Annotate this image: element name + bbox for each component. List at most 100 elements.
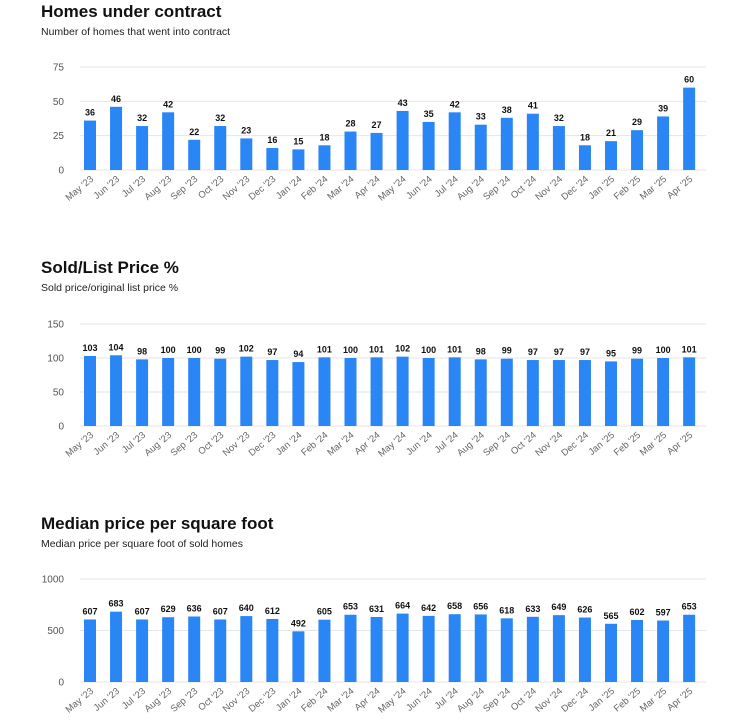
bar[interactable]	[84, 120, 96, 170]
bar[interactable]	[578, 617, 591, 682]
bar[interactable]	[500, 117, 513, 170]
x-tick-label: May '24	[376, 430, 408, 460]
bar[interactable]	[578, 360, 591, 426]
bar[interactable]	[136, 359, 149, 426]
data-label: 32	[137, 113, 147, 123]
bar[interactable]	[162, 358, 175, 426]
bar[interactable]	[605, 141, 617, 170]
bar[interactable]	[552, 126, 565, 170]
bar[interactable]	[214, 619, 227, 682]
bar[interactable]	[683, 87, 696, 170]
bar[interactable]	[448, 357, 461, 426]
bar[interactable]	[448, 614, 461, 682]
chart-subtitle: Median price per square foot of sold hom…	[41, 538, 243, 550]
bar[interactable]	[240, 356, 253, 426]
bar[interactable]	[578, 145, 591, 170]
bar[interactable]	[631, 619, 644, 682]
bar[interactable]	[422, 358, 435, 426]
bar[interactable]	[396, 613, 409, 682]
bar[interactable]	[657, 620, 670, 682]
data-label: 97	[580, 347, 590, 357]
bar[interactable]	[474, 359, 487, 426]
bar[interactable]	[162, 617, 175, 682]
y-tick-label: 0	[58, 422, 64, 433]
bar[interactable]	[396, 110, 409, 170]
bar[interactable]	[631, 358, 644, 426]
y-tick-label: 100	[47, 354, 64, 365]
bar[interactable]	[422, 121, 435, 170]
bar[interactable]	[631, 130, 644, 170]
bar[interactable]	[292, 149, 305, 170]
bar[interactable]	[448, 112, 461, 170]
data-label: 101	[447, 344, 462, 354]
data-label: 18	[319, 132, 329, 142]
x-tick-label: Dec '24	[559, 174, 591, 203]
bar[interactable]	[657, 358, 670, 426]
bar[interactable]	[318, 619, 331, 682]
x-tick-label: Nov '23	[221, 174, 253, 203]
bar[interactable]	[683, 357, 696, 426]
x-tick-label: Oct '24	[509, 686, 539, 714]
bar[interactable]	[318, 145, 331, 170]
bar[interactable]	[136, 126, 149, 170]
bar[interactable]	[188, 139, 201, 170]
bar[interactable]	[266, 618, 279, 682]
bar[interactable]	[370, 357, 383, 426]
y-tick-label: 50	[53, 388, 65, 399]
bar[interactable]	[474, 614, 487, 682]
data-label: 97	[267, 347, 277, 357]
bar[interactable]	[84, 355, 96, 426]
bar[interactable]	[605, 361, 617, 426]
bar[interactable]	[526, 616, 539, 682]
bar[interactable]	[370, 132, 383, 170]
bar[interactable]	[240, 138, 253, 170]
bar[interactable]	[318, 357, 331, 426]
bar[interactable]	[657, 116, 670, 170]
x-tick-label: Nov '24	[533, 430, 565, 459]
bar[interactable]	[526, 360, 539, 426]
y-tick-label: 1000	[42, 575, 65, 586]
bar[interactable]	[266, 360, 279, 426]
bar[interactable]	[344, 358, 357, 426]
data-label: 38	[502, 105, 512, 115]
data-label: 607	[82, 606, 97, 616]
data-label: 653	[682, 602, 697, 612]
bar[interactable]	[292, 631, 305, 682]
data-label: 99	[502, 346, 512, 356]
bar[interactable]	[526, 113, 539, 170]
bar[interactable]	[396, 356, 409, 426]
bar[interactable]	[240, 616, 253, 682]
data-label: 653	[343, 602, 358, 612]
x-tick-label: Apr '25	[665, 174, 695, 202]
bar[interactable]	[552, 615, 565, 682]
bar[interactable]	[162, 112, 175, 170]
data-label: 98	[476, 346, 486, 356]
bar[interactable]	[110, 355, 123, 426]
bar[interactable]	[422, 615, 435, 682]
x-tick-label: May '24	[376, 174, 408, 204]
bar[interactable]	[188, 358, 201, 426]
bar[interactable]	[370, 617, 383, 682]
bar[interactable]	[110, 611, 123, 682]
data-label: 101	[682, 344, 697, 354]
bar[interactable]	[266, 148, 279, 170]
chart-title: Median price per square foot	[41, 514, 274, 533]
bar[interactable]	[214, 126, 227, 170]
x-tick-label: Nov '24	[533, 686, 565, 715]
bar[interactable]	[683, 614, 696, 682]
bar[interactable]	[474, 124, 487, 170]
bar[interactable]	[110, 106, 123, 170]
bar[interactable]	[500, 618, 513, 682]
bar[interactable]	[84, 619, 96, 682]
bar[interactable]	[188, 616, 201, 682]
bar[interactable]	[214, 358, 227, 426]
bar[interactable]	[605, 623, 617, 682]
bar[interactable]	[136, 619, 149, 682]
bar[interactable]	[552, 360, 565, 426]
bar[interactable]	[344, 614, 357, 682]
bar[interactable]	[500, 358, 513, 426]
bar[interactable]	[292, 362, 305, 426]
x-tick-label: Aug '23	[143, 686, 175, 715]
bar[interactable]	[344, 131, 357, 170]
x-tick-label: Mar '24	[325, 686, 356, 715]
